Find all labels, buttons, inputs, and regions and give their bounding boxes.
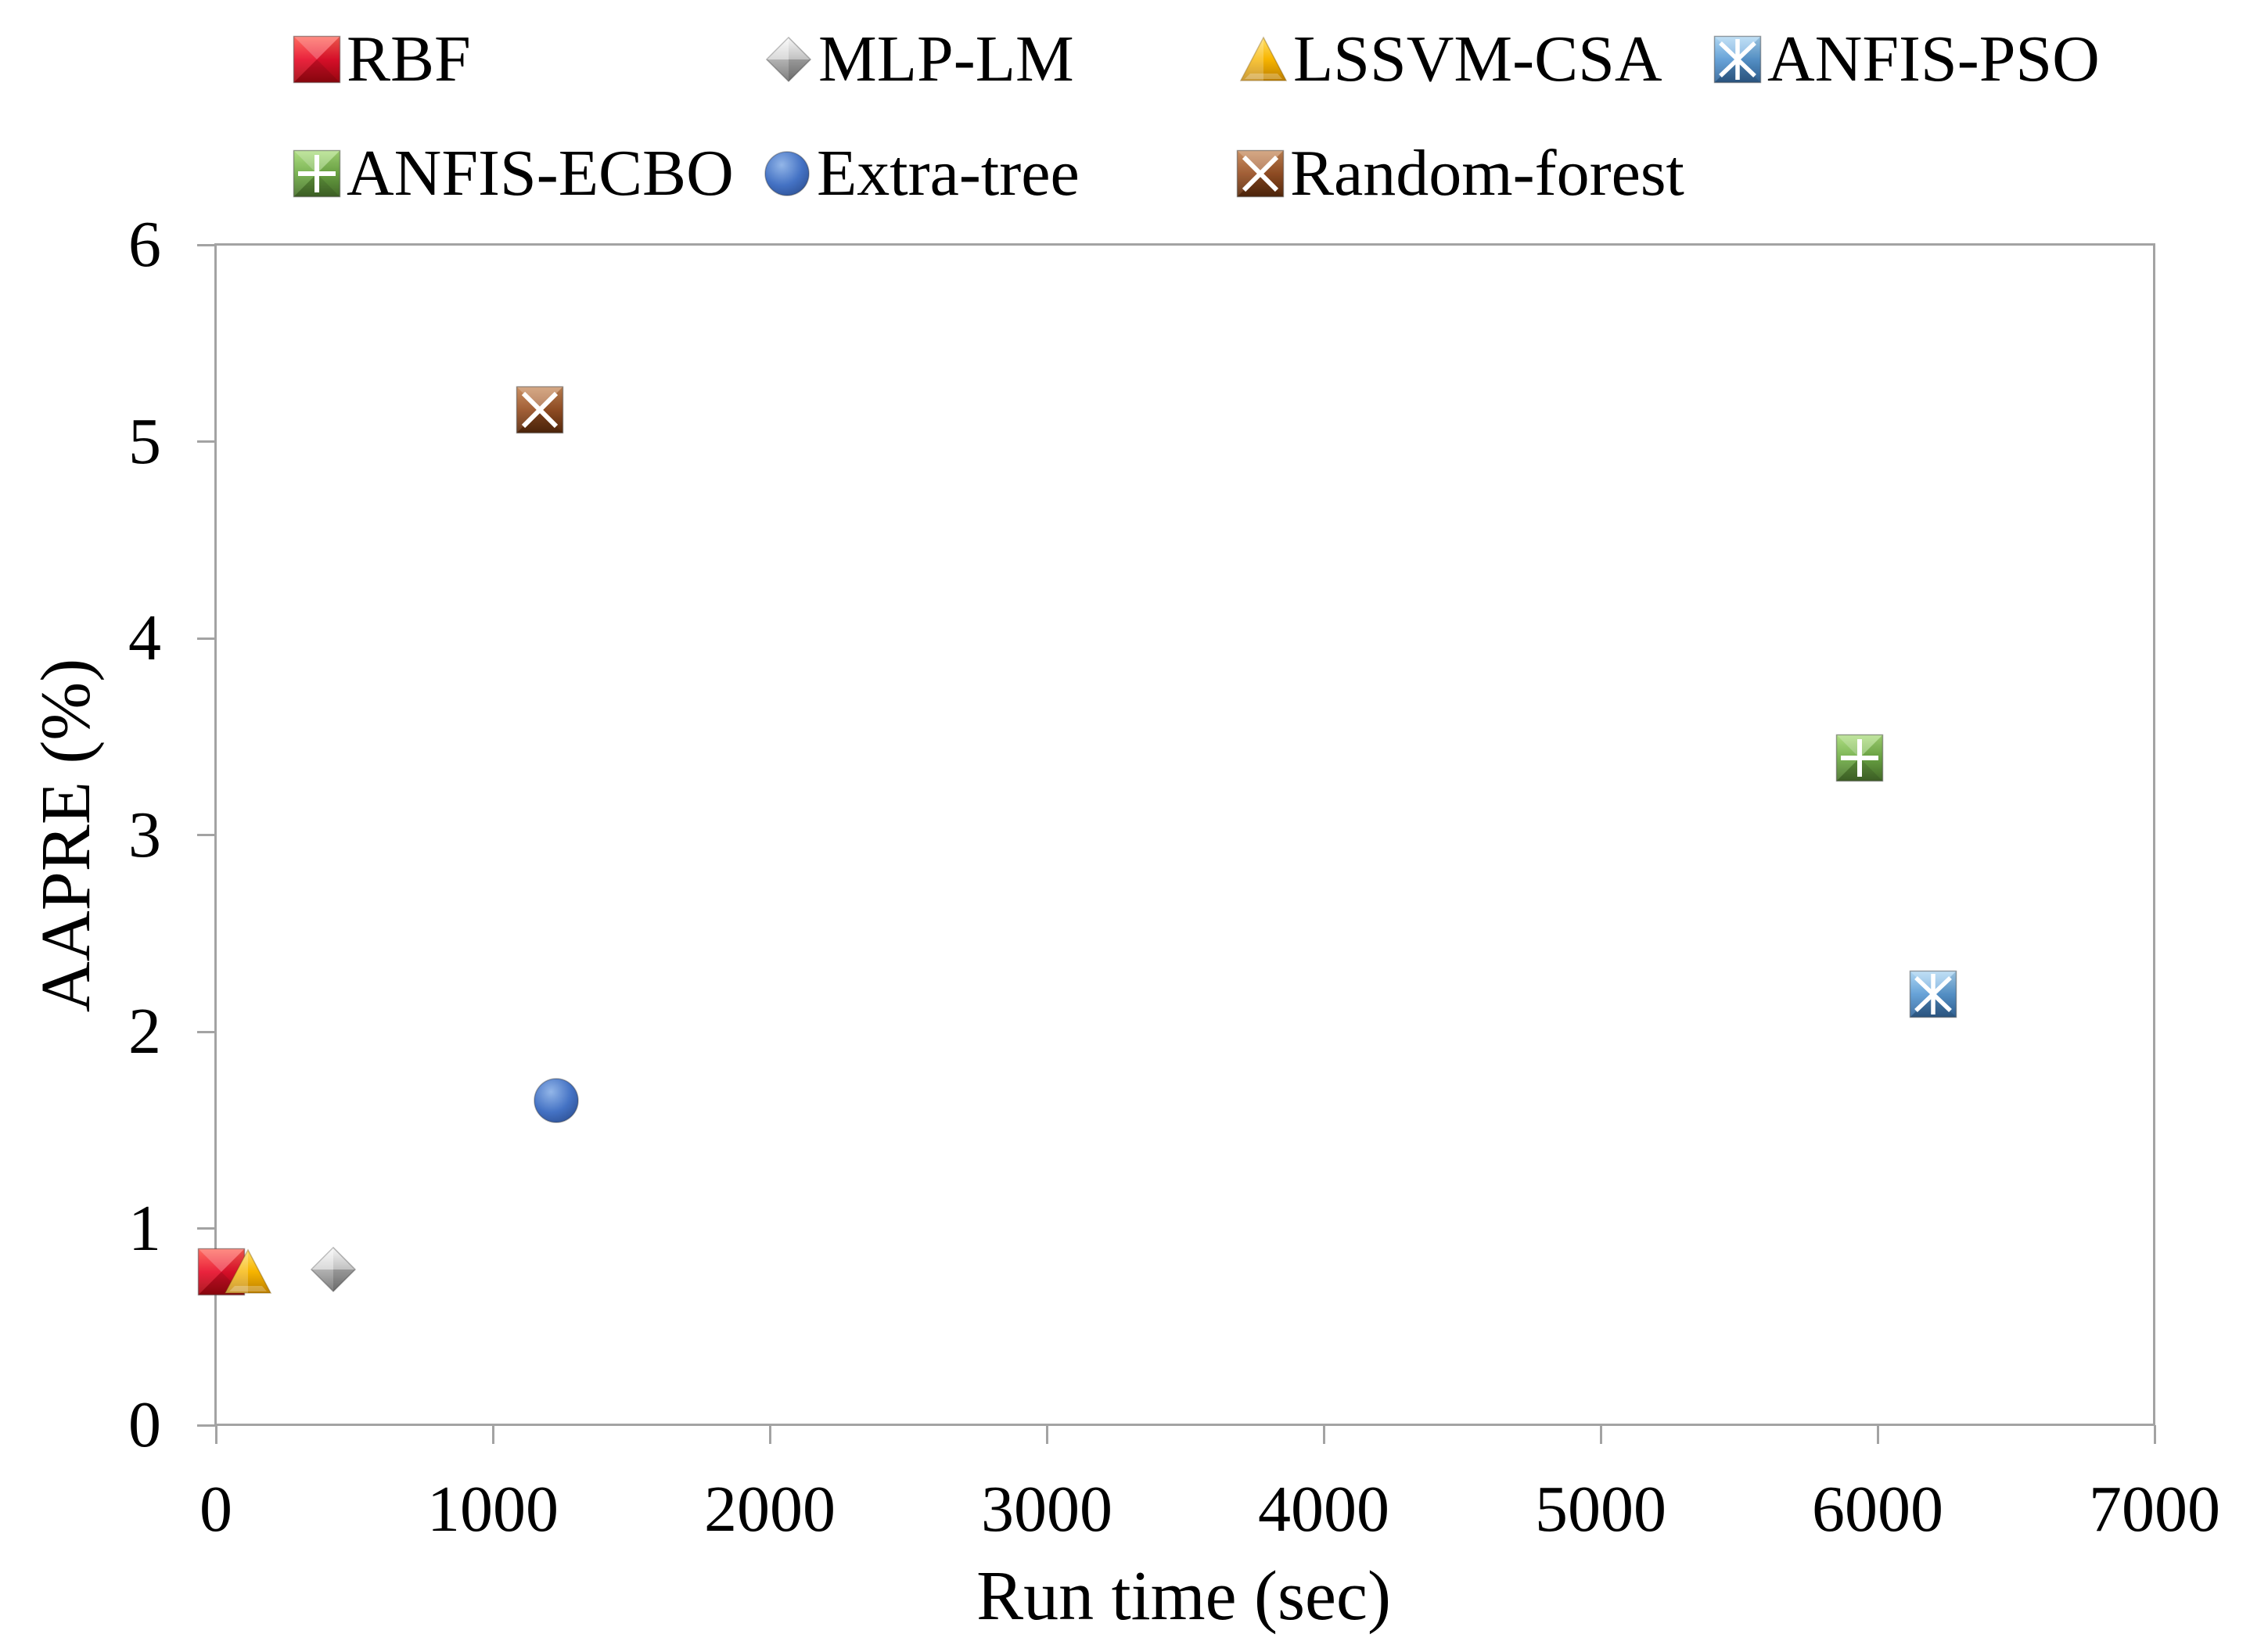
legend-label-extra-tree: Extra-tree <box>817 137 1080 210</box>
y-tick-mark <box>197 1030 216 1033</box>
legend-label-lssvm-csa: LSSVM-CSA <box>1293 23 1662 95</box>
extra-tree-circle-marker-icon <box>763 149 811 198</box>
y-tick-label: 4 <box>128 602 161 674</box>
x-tick-label: 5000 <box>1535 1473 1666 1546</box>
legend-label-anfis-pso: ANFIS-PSO <box>1767 23 2100 95</box>
data-point-random-forest <box>516 386 564 434</box>
x-tick-label: 0 <box>199 1473 232 1546</box>
plot-area <box>214 243 2155 1426</box>
legend-item-lssvm-csa: LSSVM-CSA <box>1239 23 1662 95</box>
data-point-extra-tree <box>532 1076 580 1125</box>
x-tick-label: 1000 <box>427 1473 559 1546</box>
y-tick-label: 6 <box>128 208 161 281</box>
legend-item-anfis-ecbo: ANFIS-ECBO <box>293 137 734 210</box>
x-tick-label: 3000 <box>981 1473 1112 1546</box>
data-point-lssvm-csa <box>224 1248 272 1296</box>
x-tick-label: 6000 <box>1812 1473 1943 1546</box>
x-tick-mark <box>214 1425 217 1444</box>
y-tick-label: 0 <box>128 1388 161 1461</box>
x-axis-title: Run time (sec) <box>976 1557 1391 1635</box>
y-tick-label: 5 <box>128 404 161 478</box>
y-tick-label: 1 <box>128 1191 161 1265</box>
legend-item-mlp-lm: MLP-LM <box>764 23 1074 95</box>
x-tick-label: 7000 <box>2089 1473 2220 1546</box>
legend-item-rbf: RBF <box>293 23 471 95</box>
y-axis-title: AAPRE (%) <box>27 658 105 1013</box>
y-tick-label: 2 <box>128 995 161 1068</box>
legend-label-mlp-lm: MLP-LM <box>818 23 1074 95</box>
mlp-lm-diamond-marker-icon <box>764 35 813 84</box>
legend-label-anfis-ecbo: ANFIS-ECBO <box>347 137 734 210</box>
legend-label-rbf: RBF <box>347 23 471 95</box>
x-tick-mark <box>1045 1425 1048 1444</box>
y-tick-label: 3 <box>128 798 161 871</box>
x-tick-mark <box>2153 1425 2156 1444</box>
y-tick-mark <box>197 1227 216 1230</box>
y-tick-mark <box>197 637 216 640</box>
legend-label-random-forest: Random-forest <box>1290 137 1684 210</box>
x-tick-mark <box>768 1425 771 1444</box>
x-tick-label: 4000 <box>1258 1473 1389 1546</box>
y-tick-mark <box>197 243 216 246</box>
data-point-anfis-pso <box>1909 970 1957 1018</box>
x-tick-mark <box>1599 1425 1602 1444</box>
x-tick-label: 2000 <box>704 1473 836 1546</box>
legend-item-anfis-pso: ANFIS-PSO <box>1713 23 2100 95</box>
data-point-anfis-ecbo <box>1835 734 1884 782</box>
x-tick-mark <box>1876 1425 1879 1444</box>
y-tick-mark <box>197 440 216 443</box>
rbf-square-marker-icon <box>293 35 341 84</box>
x-tick-mark <box>1322 1425 1325 1444</box>
anfis-ecbo-plus-marker-icon <box>293 149 341 198</box>
x-tick-mark <box>491 1425 494 1444</box>
y-tick-mark <box>197 1424 216 1427</box>
random-forest-x-marker-icon <box>1236 149 1285 198</box>
anfis-pso-asterisk-marker-icon <box>1713 35 1762 84</box>
data-point-mlp-lm <box>309 1245 358 1294</box>
legend-item-extra-tree: Extra-tree <box>763 137 1080 210</box>
legend-item-random-forest: Random-forest <box>1236 137 1684 210</box>
lssvm-csa-triangle-marker-icon <box>1239 35 1288 84</box>
y-tick-mark <box>197 834 216 836</box>
